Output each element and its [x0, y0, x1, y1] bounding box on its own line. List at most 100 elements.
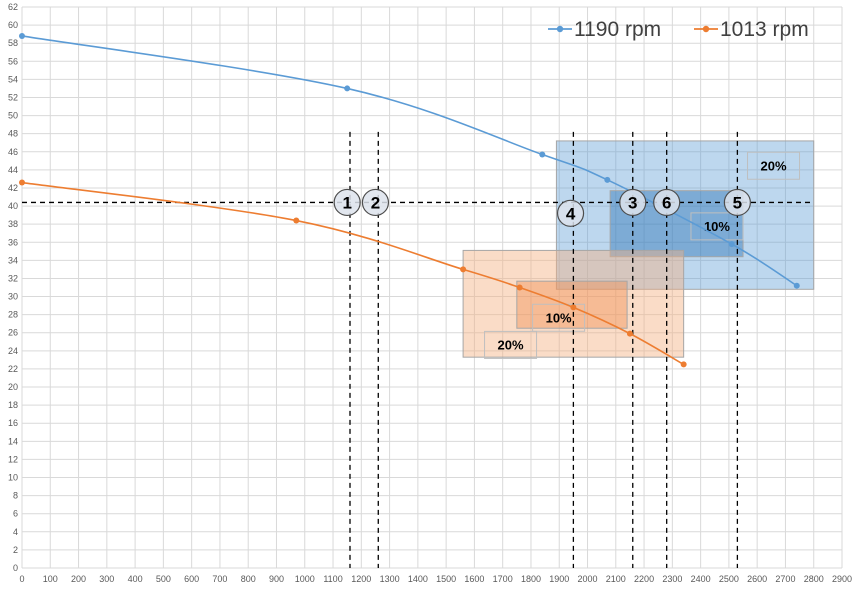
data-point	[19, 32, 25, 39]
y-tick-label: 60	[8, 20, 18, 30]
y-tick-label: 52	[8, 92, 18, 102]
axis-ticks: 0 100 200 300 400 500 600 700 800 900 1000 1100 1200…	[8, 2, 852, 584]
legend-marker	[702, 25, 710, 33]
data-point	[604, 176, 611, 183]
y-tick-label: 32	[8, 273, 18, 283]
operating-point-label: 4	[566, 204, 576, 223]
x-tick-label: 2600	[747, 574, 767, 584]
x-tick-label: 600	[184, 574, 199, 584]
y-tick-label: 26	[8, 328, 18, 338]
y-tick-label: 42	[8, 183, 18, 193]
tolerance-label: 20%	[761, 158, 787, 173]
data-point	[293, 217, 300, 224]
y-tick-label: 0	[13, 563, 18, 573]
y-tick-label: 46	[8, 147, 18, 157]
x-tick-label: 1100	[323, 574, 342, 584]
tolerance-label-frame	[747, 151, 801, 180]
data-point	[19, 179, 25, 186]
x-tick-label: 2700	[775, 574, 795, 584]
y-tick-label: 62	[8, 2, 18, 12]
y-tick-label: 16	[8, 418, 18, 428]
legend: 1190 rpm 1013 rpm	[548, 18, 809, 41]
y-tick-label: 12	[8, 454, 18, 464]
operating-point-label: 2	[371, 193, 380, 212]
data-point	[460, 266, 467, 273]
y-tick-label: 4	[13, 527, 18, 537]
y-tick-label: 40	[8, 201, 18, 211]
y-tick-label: 50	[8, 111, 18, 121]
tolerance-label: 10%	[704, 219, 730, 234]
x-tick-label: 1900	[549, 574, 569, 584]
x-tick-label: 1800	[521, 574, 541, 584]
x-tick-label: 700	[212, 574, 227, 584]
y-tick-label: 54	[8, 74, 18, 84]
y-tick-label: 8	[13, 491, 18, 501]
series-line	[21, 181, 685, 366]
data-point	[570, 304, 577, 311]
operating-point-circle	[619, 188, 647, 217]
x-tick-label: 0	[19, 574, 24, 584]
x-tick-label: 200	[71, 574, 86, 584]
tolerance-box	[555, 140, 815, 290]
x-tick-label: 100	[43, 574, 58, 584]
data-point	[516, 284, 523, 291]
operating-point-label: 1	[342, 193, 351, 212]
operating-point-circle	[723, 188, 751, 217]
y-tick-label: 36	[8, 237, 18, 247]
operating-point-label: 6	[662, 193, 671, 212]
x-tick-label: 1000	[295, 574, 315, 584]
tolerance-label: 20%	[498, 337, 524, 352]
x-tick-label: 1400	[408, 574, 428, 584]
operating-point-circle	[361, 188, 390, 217]
x-tick-label: 400	[128, 574, 143, 584]
x-tick-label: 1600	[464, 574, 484, 584]
x-tick-label: 900	[269, 574, 284, 584]
tolerance-label-frame	[690, 212, 744, 241]
y-tick-label: 58	[8, 38, 18, 48]
y-tick-label: 30	[8, 292, 18, 302]
operating-point-markers: 1 2 3 6 5 4	[333, 188, 751, 227]
legend-marker	[556, 25, 564, 33]
chart-grid	[21, 6, 843, 569]
x-tick-label: 2300	[662, 574, 682, 584]
data-series	[19, 32, 800, 368]
x-tick-label: 300	[99, 574, 114, 584]
x-tick-label: 2900	[832, 574, 852, 584]
data-point	[793, 282, 800, 289]
operating-point-label: 5	[733, 193, 742, 212]
tolerance-boxes: 20% 10% 20% 10%	[462, 140, 815, 359]
y-tick-label: 20	[8, 382, 18, 392]
y-tick-label: 48	[8, 129, 18, 139]
data-point	[680, 361, 687, 368]
y-tick-label: 44	[8, 165, 18, 175]
y-tick-label: 38	[8, 219, 18, 229]
x-tick-label: 1200	[351, 574, 371, 584]
y-tick-label: 10	[8, 473, 18, 483]
tolerance-label-frame	[532, 303, 586, 332]
operating-point-label: 3	[628, 193, 637, 212]
x-tick-label: 2500	[719, 574, 739, 584]
y-tick-label: 6	[13, 509, 18, 519]
x-tick-label: 2800	[804, 574, 824, 584]
operating-point-circle	[556, 199, 585, 227]
x-tick-label: 1300	[380, 574, 400, 584]
y-tick-label: 34	[8, 255, 18, 265]
tolerance-label-frame	[484, 330, 538, 359]
x-tick-label: 1500	[436, 574, 456, 584]
tolerance-label: 10%	[546, 310, 572, 325]
x-tick-label: 2200	[634, 574, 654, 584]
x-tick-label: 800	[241, 574, 256, 584]
y-tick-label: 22	[8, 364, 18, 374]
legend-label: 1190 rpm	[574, 18, 661, 41]
y-tick-label: 2	[13, 545, 18, 555]
x-tick-label: 1700	[493, 574, 513, 584]
y-tick-label: 18	[8, 400, 18, 410]
data-point	[626, 330, 633, 337]
operating-point-circle	[333, 188, 361, 217]
x-tick-label: 2000	[578, 574, 598, 584]
y-tick-label: 14	[8, 436, 18, 446]
data-point	[728, 241, 735, 248]
x-tick-label: 2400	[691, 574, 711, 584]
data-point	[539, 151, 546, 158]
